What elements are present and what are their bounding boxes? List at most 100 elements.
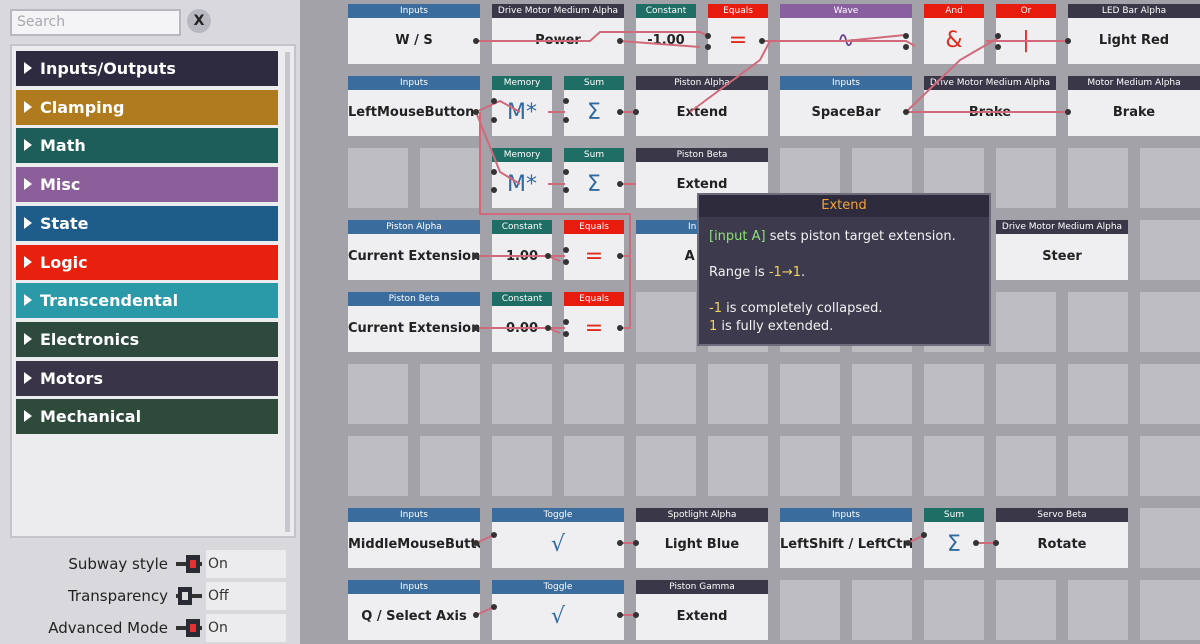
node[interactable]: Memory M* (492, 148, 552, 208)
node[interactable]: Spotlight Alpha Light Blue (636, 508, 768, 568)
node[interactable]: Drive Motor Medium Alpha Power (492, 4, 624, 64)
node[interactable]: Inputs SpaceBar (780, 76, 912, 136)
port[interactable] (617, 325, 623, 331)
port[interactable] (491, 532, 497, 538)
port[interactable] (473, 540, 479, 546)
node[interactable]: Equals = (564, 220, 624, 280)
node[interactable]: Inputs LeftShift / LeftCtrl (780, 508, 912, 568)
port[interactable] (473, 253, 479, 259)
port[interactable] (973, 540, 979, 546)
node-header: And (924, 4, 984, 18)
port[interactable] (563, 259, 569, 265)
toggle-switch[interactable] (176, 555, 202, 573)
node[interactable]: Constant 0.00 (492, 292, 552, 352)
port[interactable] (491, 187, 497, 193)
port[interactable] (491, 604, 497, 610)
node[interactable]: LED Bar Alpha Light Red (1068, 4, 1200, 64)
node[interactable]: And & (924, 4, 984, 64)
node[interactable]: Motor Medium Alpha Brake (1068, 76, 1200, 136)
port[interactable] (473, 325, 479, 331)
setting-value[interactable]: On (206, 550, 286, 578)
category-button[interactable]: State (16, 205, 278, 241)
category-button[interactable]: Motors (16, 360, 278, 396)
port[interactable] (921, 532, 927, 538)
port[interactable] (617, 612, 623, 618)
setting-value[interactable]: Off (206, 582, 286, 610)
search-box[interactable]: Search (10, 9, 181, 36)
node[interactable]: Servo Beta Rotate (996, 508, 1128, 568)
port[interactable] (705, 33, 711, 39)
node[interactable]: Piston Alpha Extend (636, 76, 768, 136)
port[interactable] (617, 38, 623, 44)
port[interactable] (563, 98, 569, 104)
category-button[interactable]: Math (16, 128, 278, 164)
toggle-switch[interactable] (176, 619, 202, 637)
category-button[interactable]: Misc (16, 167, 278, 203)
setting-value[interactable]: On (206, 614, 286, 642)
port[interactable] (905, 540, 911, 546)
clear-button[interactable]: X (187, 9, 211, 33)
category-button[interactable]: Clamping (16, 89, 278, 125)
port[interactable] (995, 33, 1001, 39)
port[interactable] (1065, 109, 1071, 115)
port[interactable] (617, 540, 623, 546)
port[interactable] (617, 181, 623, 187)
node[interactable]: Toggle √ (492, 508, 624, 568)
node[interactable]: Piston Gamma Extend (636, 580, 768, 640)
port[interactable] (633, 109, 639, 115)
port[interactable] (491, 169, 497, 175)
tooltip-text: is completely collapsed. (721, 301, 883, 316)
port[interactable] (563, 319, 569, 325)
node[interactable]: Sum Σ (564, 76, 624, 136)
category-button[interactable]: Inputs/Outputs (16, 51, 278, 86)
port[interactable] (491, 98, 497, 104)
node[interactable]: Wave ∿ (780, 4, 912, 64)
port[interactable] (563, 331, 569, 337)
port[interactable] (545, 325, 551, 331)
toggle-switch[interactable] (176, 587, 202, 605)
port[interactable] (563, 117, 569, 123)
port[interactable] (633, 540, 639, 546)
node[interactable]: Inputs Q / Select Axis (348, 580, 480, 640)
node[interactable]: Drive Motor Medium Alpha Brake (924, 76, 1056, 136)
category-button[interactable]: Logic (16, 244, 278, 280)
port[interactable] (563, 187, 569, 193)
node[interactable]: Inputs MiddleMouseButton (348, 508, 480, 568)
port[interactable] (995, 44, 1001, 50)
scrollbar[interactable] (285, 52, 290, 532)
port[interactable] (563, 247, 569, 253)
category-button[interactable]: Mechanical (16, 399, 278, 435)
port[interactable] (473, 612, 479, 618)
port[interactable] (563, 169, 569, 175)
node-body: LeftMouseButton / (348, 105, 480, 120)
node[interactable]: Sum Σ (564, 148, 624, 208)
node[interactable]: Constant 1.00 (492, 220, 552, 280)
port[interactable] (903, 109, 909, 115)
port[interactable] (1065, 38, 1071, 44)
node[interactable]: Inputs LeftMouseButton / (348, 76, 480, 136)
port[interactable] (545, 253, 551, 259)
port[interactable] (903, 33, 909, 39)
port[interactable] (473, 38, 479, 44)
port[interactable] (903, 44, 909, 50)
node[interactable]: Equals = (708, 4, 768, 64)
node[interactable]: Inputs W / S (348, 4, 480, 64)
node[interactable]: Memory M* (492, 76, 552, 136)
port[interactable] (993, 540, 999, 546)
port[interactable] (633, 612, 639, 618)
node[interactable]: Equals = (564, 292, 624, 352)
port[interactable] (617, 253, 623, 259)
port[interactable] (617, 109, 623, 115)
node[interactable]: Or | (996, 4, 1056, 64)
port[interactable] (491, 117, 497, 123)
port[interactable] (759, 38, 765, 44)
node[interactable]: Piston Alpha Current Extension (348, 220, 480, 280)
node[interactable]: Piston Beta Current Extension (348, 292, 480, 352)
category-button[interactable]: Electronics (16, 321, 278, 357)
node[interactable]: Sum Σ (924, 508, 984, 568)
port[interactable] (705, 44, 711, 50)
node[interactable]: Drive Motor Medium Alpha Steer (996, 220, 1128, 280)
port[interactable] (473, 109, 479, 115)
category-button[interactable]: Transcendental (16, 283, 278, 319)
node[interactable]: Toggle √ (492, 580, 624, 640)
